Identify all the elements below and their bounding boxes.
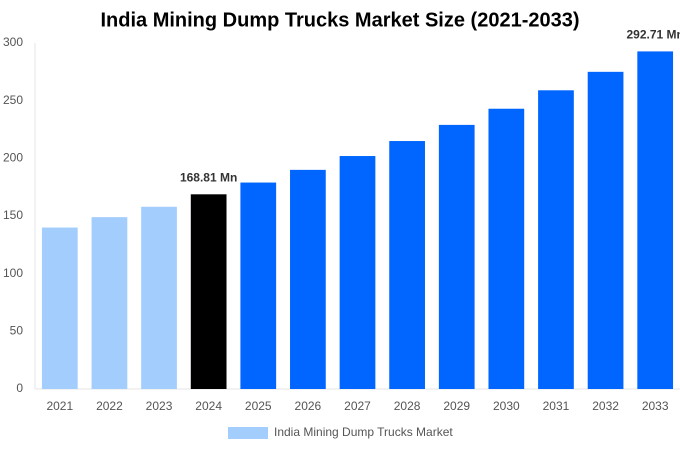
bar (240, 182, 277, 389)
bar (538, 90, 574, 389)
bar (339, 156, 376, 389)
x-tick-label: 2022 (96, 399, 123, 413)
legend-swatch (228, 427, 268, 439)
bar (637, 51, 674, 389)
chart-title: India Mining Dump Trucks Market Size (20… (100, 9, 579, 31)
bar (290, 169, 326, 389)
bar (587, 71, 624, 389)
x-tick-label: 2023 (146, 399, 173, 413)
x-tick-label: 2032 (592, 399, 619, 413)
y-tick-label: 250 (3, 93, 23, 107)
bar (438, 124, 475, 390)
y-tick-label: 50 (10, 324, 24, 338)
y-tick-label: 200 (3, 151, 23, 165)
x-tick-label: 2033 (642, 399, 669, 413)
bar (41, 227, 78, 389)
legend-label: India Mining Dump Trucks Market (274, 425, 453, 439)
bar (389, 141, 425, 389)
x-tick-label: 2028 (394, 399, 421, 413)
x-tick-label: 2031 (543, 399, 570, 413)
bar (488, 108, 525, 390)
y-tick-label: 150 (3, 208, 23, 222)
bar (141, 206, 177, 389)
x-tick-label: 2021 (46, 399, 73, 413)
bar (91, 217, 128, 389)
value-label: 168.81 Mn (180, 170, 237, 184)
x-tick-label: 2027 (344, 399, 371, 413)
y-tick-label: 0 (16, 381, 23, 395)
x-tick-label: 2026 (295, 399, 322, 413)
value-label: 292.71 Mn (627, 28, 680, 42)
y-tick-label: 300 (3, 35, 23, 49)
bar (190, 194, 227, 389)
x-tick-label: 2029 (443, 399, 470, 413)
x-tick-label: 2030 (493, 399, 520, 413)
x-tick-label: 2024 (195, 399, 222, 413)
x-tick-label: 2025 (245, 399, 272, 413)
y-tick-label: 100 (3, 266, 23, 280)
